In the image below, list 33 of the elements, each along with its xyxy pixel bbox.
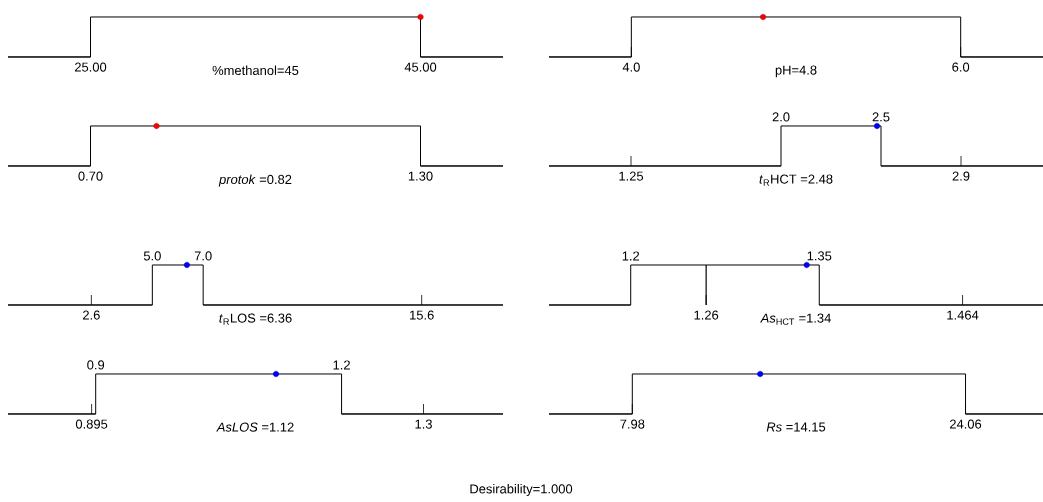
x-axis-title: %methanol=45 [212, 65, 299, 76]
x-axis-title: protok =0.82 [218, 174, 292, 187]
x2-tick-label: 1.35 [807, 251, 832, 261]
x-tick-label: 1.26 [694, 310, 719, 320]
x2-tick-label: 0.9 [87, 360, 105, 370]
x-tick-label: 24.06 [949, 419, 982, 429]
x2-tick-label: 5.0 [143, 251, 161, 261]
x2-tick-label: 7.0 [194, 251, 212, 261]
x-tick-label: 2.9 [952, 171, 970, 181]
x-axis-title: t$_{R}$LOS =6.36 [219, 313, 292, 325]
x-tick-label: 1.3 [415, 419, 432, 429]
x-axis-title: AsLOS =1.12 [216, 422, 294, 432]
x-tick-label: 1.25 [619, 171, 644, 181]
x-tick-label: 25.00 [74, 62, 107, 72]
x-tick-label: 1.30 [408, 171, 433, 181]
x-tick-label: 0.895 [75, 419, 108, 429]
x-axis-title: As$_{HCT}$ =1.34 [760, 313, 831, 325]
x-axis-title: pH=4.8 [775, 65, 817, 78]
x2-tick-label: 2.5 [872, 112, 890, 122]
x-axis-title: Rs =14.15 [766, 422, 826, 432]
x-tick-label: 2.6 [83, 310, 100, 320]
x-tick-label: 0.70 [78, 171, 103, 181]
x2-tick-label: 2.0 [772, 112, 790, 122]
x-tick-label: 15.6 [410, 310, 434, 320]
x2-tick-label: 1.2 [333, 360, 350, 370]
x-tick-label: 1.464 [947, 310, 979, 320]
x2-tick-label: 1.2 [622, 251, 640, 261]
text: Desirability=1.000 [470, 483, 573, 497]
x-tick-label: 6.0 [952, 62, 970, 72]
x-tick-label: 7.98 [620, 419, 645, 429]
x-tick-label: 4.0 [622, 62, 640, 72]
x-axis-title: t$_{R}$HCT =2.48 [759, 174, 833, 186]
x-tick-label: 45.00 [404, 62, 437, 72]
